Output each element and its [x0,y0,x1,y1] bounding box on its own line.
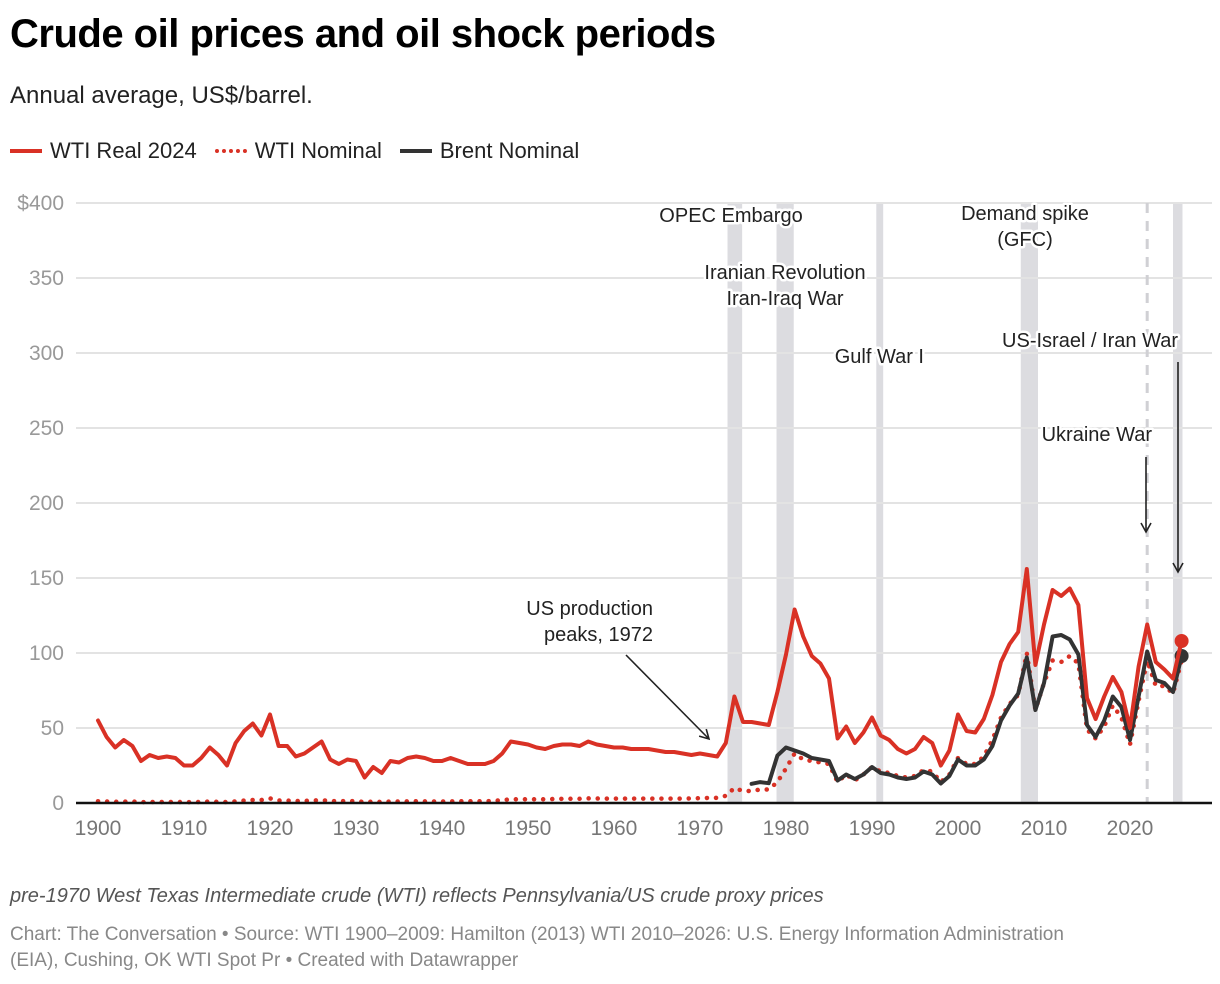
annotation-gfc: (GFC) [997,229,1053,251]
x-tick-label: 1970 [677,817,724,840]
chart-subtitle: Annual average, US$/barrel. [10,82,313,109]
legend-label: WTI Nominal [254,138,382,163]
annotation-iranian-revolution: Iranian Revolution [704,262,865,284]
chart-title: Crude oil prices and oil shock periods [10,12,716,56]
annotation-iran-iraq-war: Iran-Iraq War [726,288,843,310]
y-tick-label: 0 [52,792,64,815]
y-tick-label: $400 [17,192,64,215]
line-chart: 0 50 100 150 200 250 300 350 $400 1900 1910 1920 193… [17,192,1212,840]
legend-swatch-solid-dark [399,149,432,153]
x-tick-label: 1980 [763,817,810,840]
legend-swatch-dotted-red [214,149,247,153]
annotation-us-israel-iran-war: US-Israel / Iran War [1002,330,1178,352]
x-tick-label: 1990 [849,817,896,840]
annotation-ukraine-war: Ukraine War [1042,424,1153,446]
x-tick-label: 2000 [935,817,982,840]
x-tick-label: 1960 [591,817,638,840]
annotations: OPEC Embargo Iranian Revolution Iran-Ira… [524,201,1184,741]
x-tick-label: 2020 [1107,817,1154,840]
y-tick-label: 350 [29,267,64,290]
x-tick-label: 1940 [419,817,466,840]
y-tick-label: 200 [29,492,64,515]
axes: 0 50 100 150 200 250 300 350 $400 1900 1910 1920 193… [17,192,1212,840]
annotation-us-production-year: peaks, 1972 [544,624,653,646]
x-tick-label: 1910 [161,817,208,840]
y-tick-label: 300 [29,342,64,365]
legend-item-wti-nominal: WTI Nominal [214,138,382,164]
annotation-demand-spike: Demand spike [961,203,1089,225]
legend-swatch-solid-red [10,149,42,153]
end-marker-wti-real-2024 [1174,634,1189,648]
y-tick-label: 250 [29,417,64,440]
series-line-brent-nominal [749,633,1184,786]
annotation-us-production-peak: US production [526,598,653,620]
legend-label: Brent Nominal [439,138,580,163]
x-tick-label: 1950 [505,817,552,840]
y-tick-label: 50 [41,717,64,740]
gridlines [76,202,1212,729]
annotation-opec-embargo: OPEC Embargo [659,205,802,227]
annotation-gulf-war: Gulf War I [835,346,924,368]
x-tick-label: 1920 [247,817,294,840]
x-tick-label: 1900 [75,817,122,840]
y-tick-label: 100 [29,642,64,665]
chart-notes: pre-1970 West Texas Intermediate crude (… [10,885,824,907]
y-tick-label: 150 [29,567,64,590]
x-tick-label: 1930 [333,817,380,840]
chart-footer: Chart: The Conversation • Source: WTI 19… [10,924,1064,971]
legend-item-wti-real: WTI Real 2024 [10,138,197,164]
series-line-wti-real-2024 [96,567,1184,780]
legend-label: WTI Real 2024 [50,138,197,163]
legend-item-brent-nominal: Brent Nominal [399,138,580,164]
legend: WTI Real 2024 WTI Nominal Brent Nominal [10,138,597,164]
x-tick-label: 2010 [1021,817,1068,840]
arrow-us-production [625,654,711,741]
series-lines [95,567,1189,805]
